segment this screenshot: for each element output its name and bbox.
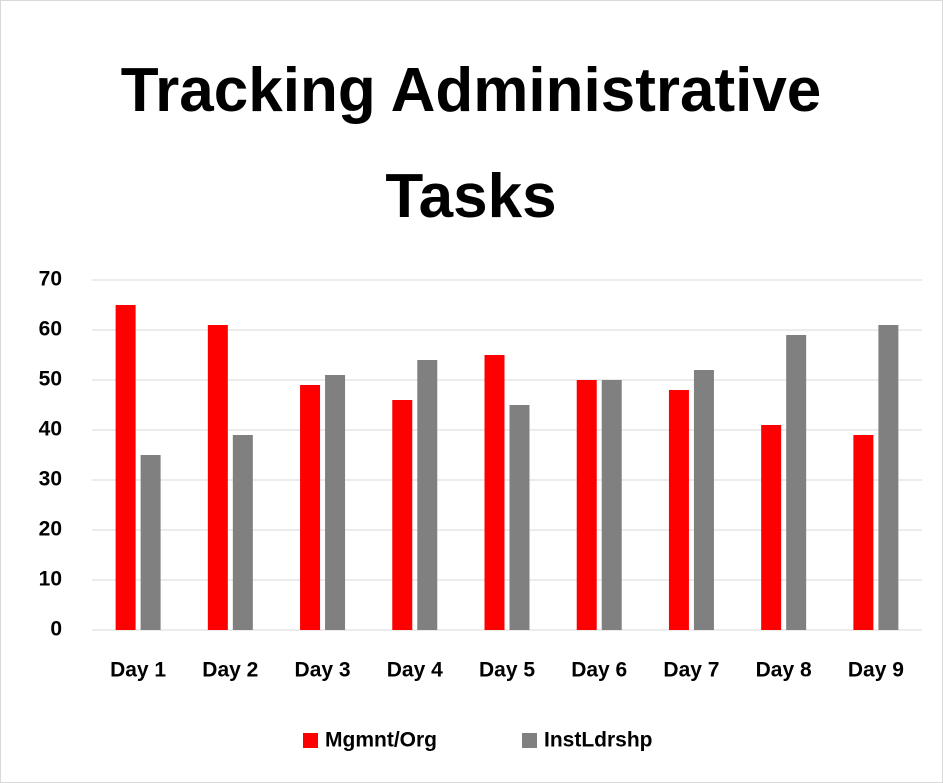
y-tick-label: 10 bbox=[39, 568, 62, 591]
legend-swatch bbox=[522, 733, 537, 748]
bar bbox=[325, 375, 346, 630]
y-tick-label: 40 bbox=[39, 418, 62, 441]
x-tick-label: Day 8 bbox=[756, 659, 812, 682]
bar bbox=[853, 435, 874, 630]
bar bbox=[761, 425, 782, 630]
x-tick-label: Day 3 bbox=[295, 659, 351, 682]
y-tick-label: 20 bbox=[39, 518, 62, 541]
x-tick-label: Day 7 bbox=[663, 659, 719, 682]
bar bbox=[417, 360, 438, 630]
bar bbox=[878, 325, 899, 630]
bar bbox=[207, 325, 228, 630]
chart-title: Tracking Administrative Tasks bbox=[120, 56, 822, 231]
bar bbox=[693, 370, 714, 630]
y-tick-label: 30 bbox=[39, 468, 62, 491]
bar bbox=[601, 380, 622, 630]
legend-label: Mgmnt/Org bbox=[325, 729, 437, 752]
x-tick-label: Day 6 bbox=[571, 659, 627, 682]
legend-swatch bbox=[303, 733, 318, 748]
x-tick-label: Day 9 bbox=[848, 659, 904, 682]
bar bbox=[140, 455, 161, 630]
legend-label: InstLdrshp bbox=[544, 729, 653, 752]
y-tick-label: 60 bbox=[39, 318, 62, 341]
y-tick-label: 50 bbox=[39, 368, 62, 391]
bar bbox=[576, 380, 597, 630]
x-tick-label: Day 4 bbox=[387, 659, 443, 682]
bar bbox=[484, 355, 505, 630]
bar bbox=[392, 400, 413, 630]
bar bbox=[509, 405, 530, 630]
bar bbox=[668, 390, 689, 630]
x-tick-label: Day 1 bbox=[110, 659, 166, 682]
y-tick-label: 0 bbox=[50, 618, 62, 641]
bar bbox=[300, 385, 321, 630]
x-tick-label: Day 5 bbox=[479, 659, 535, 682]
bar bbox=[232, 435, 253, 630]
x-tick-label: Day 2 bbox=[202, 659, 258, 682]
bar bbox=[115, 305, 136, 630]
bar bbox=[786, 335, 807, 630]
y-tick-label: 70 bbox=[39, 268, 62, 291]
